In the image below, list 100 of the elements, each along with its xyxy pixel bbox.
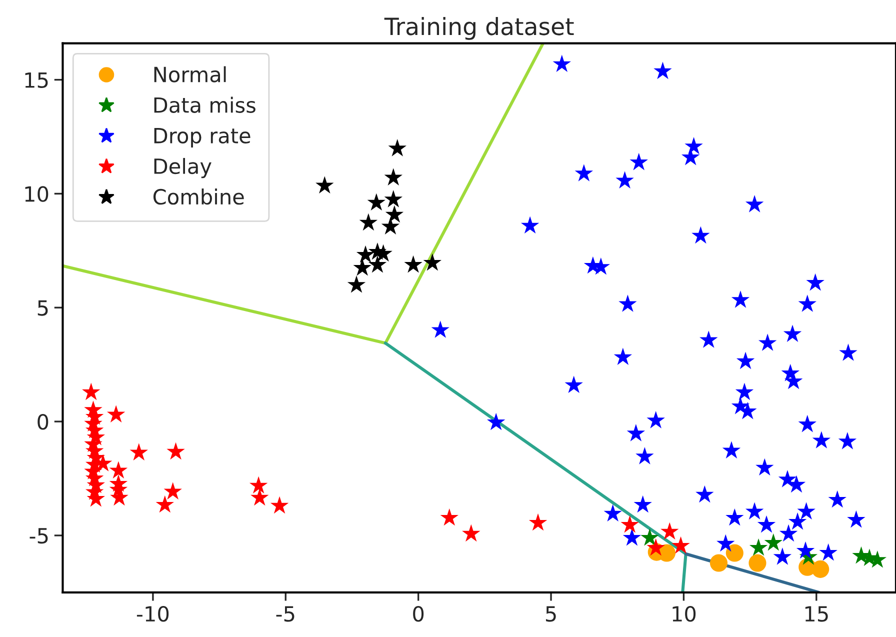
x-tick-label: -5 bbox=[276, 606, 294, 622]
point bbox=[797, 502, 816, 520]
point bbox=[634, 495, 652, 513]
point bbox=[812, 560, 830, 578]
x-tick-label: 10 bbox=[672, 606, 696, 622]
point bbox=[156, 495, 174, 513]
point bbox=[423, 253, 442, 271]
point bbox=[381, 217, 400, 234]
point bbox=[564, 376, 583, 394]
point bbox=[748, 554, 766, 572]
point bbox=[368, 255, 387, 273]
point bbox=[367, 193, 386, 211]
legend-label: Delay bbox=[154, 158, 212, 178]
x-tick-label: 15 bbox=[805, 606, 828, 622]
point bbox=[738, 402, 757, 420]
chart-title: Training dataset bbox=[384, 17, 574, 40]
x-tick-label: 0 bbox=[413, 606, 424, 622]
point bbox=[726, 544, 744, 562]
point bbox=[384, 190, 402, 208]
point bbox=[640, 528, 659, 546]
point bbox=[839, 344, 858, 361]
x-tick-label: -10 bbox=[136, 606, 169, 622]
point bbox=[347, 275, 366, 293]
point bbox=[618, 294, 637, 312]
y-tick-label: 15 bbox=[25, 72, 48, 88]
point bbox=[838, 432, 857, 450]
point bbox=[716, 534, 735, 552]
point bbox=[356, 245, 375, 263]
point bbox=[440, 508, 458, 526]
point bbox=[773, 548, 792, 565]
point bbox=[745, 195, 764, 212]
point bbox=[385, 205, 404, 223]
point bbox=[736, 352, 755, 370]
point bbox=[616, 171, 634, 188]
point bbox=[166, 442, 185, 460]
point bbox=[106, 405, 126, 422]
point bbox=[749, 538, 768, 556]
point bbox=[404, 255, 422, 273]
y-tick-label: 5 bbox=[38, 300, 48, 316]
point bbox=[726, 508, 744, 526]
point bbox=[604, 504, 622, 522]
point bbox=[783, 324, 802, 342]
point bbox=[764, 533, 782, 551]
point bbox=[359, 213, 378, 231]
point bbox=[819, 543, 838, 561]
point bbox=[250, 488, 269, 506]
point bbox=[828, 490, 846, 508]
point bbox=[796, 541, 815, 559]
point bbox=[528, 513, 548, 531]
point bbox=[684, 136, 703, 154]
point bbox=[520, 216, 540, 234]
point bbox=[798, 294, 816, 312]
point bbox=[646, 411, 665, 428]
point bbox=[745, 502, 764, 520]
point bbox=[696, 485, 714, 503]
point bbox=[614, 348, 632, 366]
point bbox=[431, 320, 450, 338]
legend-label: Normal bbox=[154, 66, 226, 82]
point bbox=[700, 330, 718, 348]
y-tick-label: -5 bbox=[30, 528, 48, 544]
point bbox=[757, 515, 776, 533]
point bbox=[626, 424, 646, 442]
point bbox=[731, 290, 750, 308]
y-tick-label: 10 bbox=[25, 186, 48, 202]
point bbox=[758, 334, 777, 351]
point bbox=[646, 538, 665, 556]
legend-label: Drop rate bbox=[154, 128, 250, 148]
point bbox=[316, 176, 334, 194]
point bbox=[722, 441, 741, 458]
point bbox=[779, 524, 798, 542]
point bbox=[636, 447, 654, 464]
point bbox=[806, 273, 824, 291]
point bbox=[672, 536, 690, 554]
point bbox=[249, 476, 268, 494]
point bbox=[622, 528, 642, 546]
point bbox=[735, 382, 754, 400]
point bbox=[109, 461, 128, 478]
point bbox=[692, 226, 710, 244]
point bbox=[388, 139, 406, 156]
point bbox=[788, 512, 807, 530]
point bbox=[270, 496, 289, 514]
point bbox=[812, 431, 831, 448]
point bbox=[384, 168, 402, 186]
point bbox=[756, 458, 774, 476]
point bbox=[164, 482, 182, 500]
legend-label: Data miss bbox=[154, 96, 256, 113]
y-tick-label: 0 bbox=[38, 414, 48, 430]
point bbox=[630, 152, 648, 170]
point bbox=[778, 470, 797, 488]
point bbox=[462, 524, 480, 542]
point bbox=[130, 443, 148, 460]
point bbox=[847, 510, 866, 528]
x-tick-label: 5 bbox=[546, 606, 556, 622]
point bbox=[486, 412, 506, 430]
point bbox=[798, 414, 816, 432]
point bbox=[710, 554, 728, 572]
point bbox=[620, 515, 639, 533]
point bbox=[574, 164, 594, 182]
point bbox=[660, 522, 679, 540]
point bbox=[654, 62, 672, 80]
